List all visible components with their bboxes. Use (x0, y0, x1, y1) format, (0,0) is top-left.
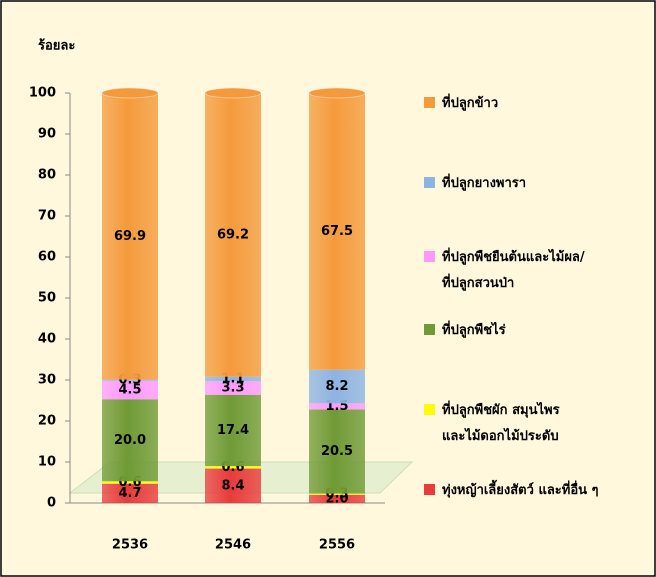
legend-label: ทุ่งหญ้าเลี้ยงสัตว์ และที่อื่น ๆ (442, 479, 599, 498)
legend-label: ที่ปลูกข้าว (442, 93, 498, 111)
bar-segment (102, 481, 158, 484)
bar-segment (205, 468, 261, 503)
bar-segment (205, 376, 261, 382)
bar-segment (205, 381, 261, 395)
bar-segment (309, 403, 365, 410)
bar-segment (102, 399, 158, 482)
bar-segment (309, 409, 365, 494)
legend-swatch (424, 404, 435, 415)
data-label: 69.2 (217, 227, 249, 242)
y-tick-label: 30 (38, 373, 56, 388)
bar-top (308, 87, 366, 99)
data-label: 4.5 (118, 383, 141, 398)
data-label: 20.5 (321, 444, 353, 459)
data-label: 4.7 (118, 486, 141, 501)
bar-segment (205, 394, 261, 467)
data-label: 20.0 (114, 433, 146, 448)
bar-segment (309, 369, 365, 404)
bar-segment (102, 379, 158, 381)
data-label: 17.4 (217, 423, 249, 438)
x-tick-label: 2556 (319, 538, 355, 553)
data-label: 2.0 (325, 491, 348, 506)
legend-swatch (424, 324, 435, 335)
legend-swatch (424, 251, 435, 262)
bar-segment (309, 93, 365, 370)
bar-top (101, 87, 159, 99)
data-label: 3.3 (221, 380, 244, 395)
y-tick-label: 80 (38, 168, 56, 183)
bar-segment (102, 483, 158, 503)
y-tick-label: 90 (38, 127, 56, 142)
y-tick-label: 0 (47, 496, 56, 511)
legend-swatch (424, 97, 435, 108)
legend-label: ที่ปลูกพืชไร่ (442, 320, 506, 338)
x-tick-label: 2546 (215, 538, 251, 553)
legend-label: ที่ปลูกยางพารา (442, 173, 526, 191)
bar-top (204, 87, 262, 99)
y-tick-label: 70 (38, 209, 56, 224)
legend-label: ที่ปลูกพืชผัก สมุนไพรและไม้ดอกไม้ประดับ (442, 400, 560, 444)
data-label: 8.4 (221, 478, 244, 493)
bar-segment (205, 93, 261, 377)
y-tick-label: 100 (29, 86, 56, 101)
y-tick-label: 40 (38, 332, 56, 347)
y-tick-label: 50 (38, 291, 56, 306)
bar-segment (309, 494, 365, 503)
data-label: 67.5 (321, 224, 353, 239)
bar-segment (205, 466, 261, 469)
legend-label: ที่ปลูกพืชยืนต้นและไม้ผล/ที่ปลูกสวนป่า (442, 247, 585, 291)
y-tick-label: 60 (38, 250, 56, 265)
bar-segment (309, 493, 365, 495)
y-axis-title: ร้อยละ (38, 38, 75, 54)
y-tick-label: 10 (38, 455, 56, 470)
bar-segment (102, 380, 158, 400)
data-label: 8.2 (325, 379, 348, 394)
legend-swatch (424, 177, 435, 188)
y-tick-label: 20 (38, 414, 56, 429)
legend-swatch (424, 484, 435, 495)
bar-segment (102, 93, 158, 380)
data-label: 69.9 (114, 229, 146, 244)
x-tick-label: 2536 (112, 538, 148, 553)
